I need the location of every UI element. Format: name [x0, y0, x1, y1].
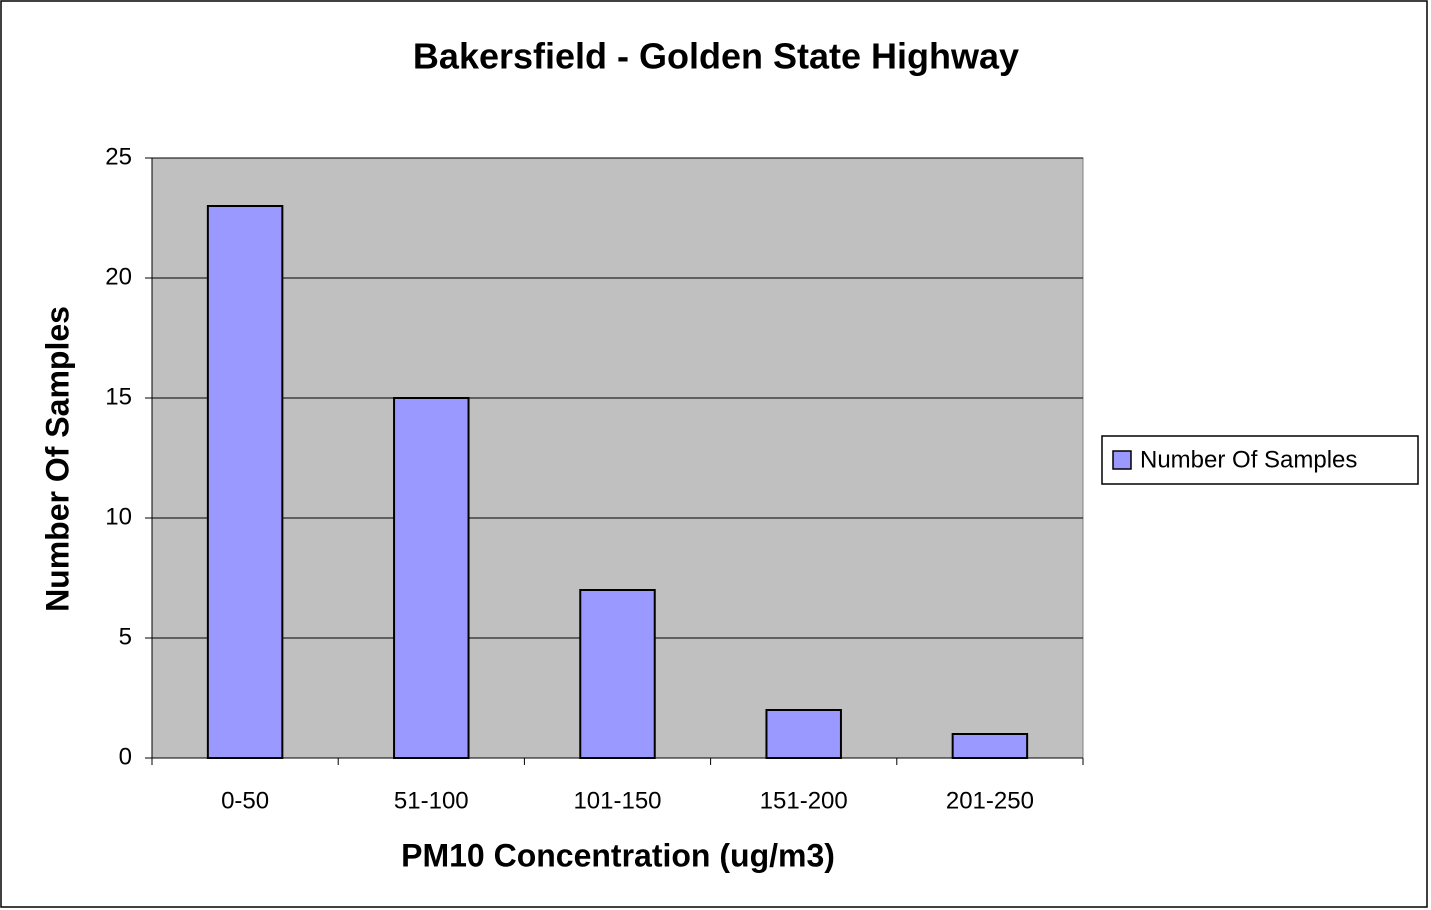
y-tick-label: 25 — [105, 143, 132, 170]
y-tick-label: 20 — [105, 263, 132, 290]
y-tick-label: 5 — [119, 623, 132, 650]
y-tick-label: 10 — [105, 503, 132, 530]
bar — [393, 397, 470, 759]
x-tick-label: 151-200 — [760, 787, 848, 814]
x-tick-label: 201-250 — [946, 787, 1034, 814]
chart-title: Bakersfield - Golden State Highway — [413, 36, 1019, 77]
legend-swatch — [1112, 450, 1132, 470]
x-tick-label: 51-100 — [394, 787, 469, 814]
x-tick-label: 101-150 — [573, 787, 661, 814]
y-tick-label: 0 — [119, 743, 132, 770]
bar — [765, 709, 842, 759]
y-tick-label: 15 — [105, 383, 132, 410]
legend-label: Number Of Samples — [1140, 446, 1357, 473]
y-axis-label: Number Of Samples — [39, 306, 75, 612]
legend-box — [1101, 435, 1419, 485]
x-tick-label: 0-50 — [221, 787, 269, 814]
bar — [579, 589, 656, 759]
bar — [206, 205, 284, 759]
bar — [951, 733, 1029, 759]
x-axis-label: PM10 Concentration (ug/m3) — [401, 837, 835, 873]
